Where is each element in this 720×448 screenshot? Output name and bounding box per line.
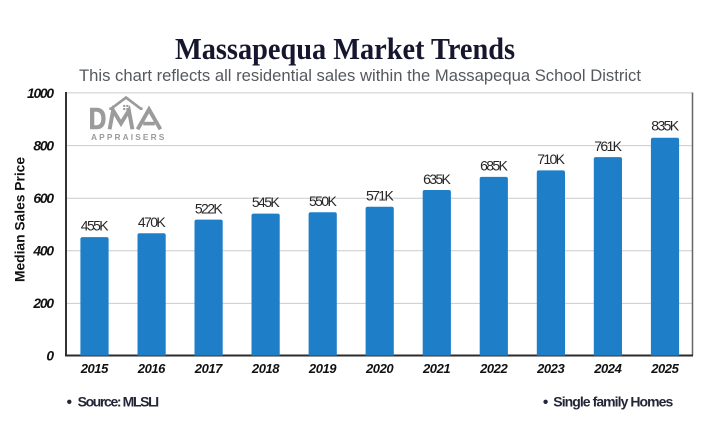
svg-text:800: 800 xyxy=(33,138,54,153)
svg-text:2023: 2023 xyxy=(536,361,565,376)
svg-text:710K: 710K xyxy=(537,151,565,167)
svg-text:571K: 571K xyxy=(366,188,394,204)
svg-text:2021: 2021 xyxy=(422,361,451,376)
svg-text:2024: 2024 xyxy=(593,361,622,376)
svg-text:635K: 635K xyxy=(423,171,451,187)
svg-text:Single family Homes: Single family Homes xyxy=(553,394,673,410)
svg-text:600: 600 xyxy=(33,191,54,206)
svg-text:This chart reflects all reside: This chart reflects all residential sale… xyxy=(79,67,641,85)
svg-text:APPRAISERS: APPRAISERS xyxy=(91,132,166,142)
svg-text:Source: MLSLI: Source: MLSLI xyxy=(78,394,160,410)
svg-text:2015: 2015 xyxy=(80,361,109,376)
svg-text:455K: 455K xyxy=(81,217,109,233)
svg-text:550K: 550K xyxy=(309,193,337,209)
svg-text:400: 400 xyxy=(32,244,54,259)
svg-text:Massapequa Market Trends: Massapequa Market Trends xyxy=(175,32,515,66)
svg-text:685K: 685K xyxy=(480,158,508,174)
svg-text:545K: 545K xyxy=(252,194,280,210)
svg-text:2019: 2019 xyxy=(308,361,337,376)
svg-text:0: 0 xyxy=(46,348,54,363)
svg-text:522K: 522K xyxy=(195,200,223,216)
svg-text:Median Sales Price: Median Sales Price xyxy=(13,157,28,282)
svg-text:835K: 835K xyxy=(651,117,679,133)
svg-text:200: 200 xyxy=(32,296,54,311)
svg-text:2020: 2020 xyxy=(365,361,394,376)
svg-text:2016: 2016 xyxy=(137,361,166,376)
svg-text:2018: 2018 xyxy=(251,361,280,376)
svg-text:470K: 470K xyxy=(138,214,166,230)
svg-text:2025: 2025 xyxy=(650,361,679,376)
svg-text:2017: 2017 xyxy=(194,361,223,376)
svg-text:2022: 2022 xyxy=(479,361,508,376)
svg-text:761K: 761K xyxy=(594,138,622,154)
svg-text:1000: 1000 xyxy=(27,86,54,101)
